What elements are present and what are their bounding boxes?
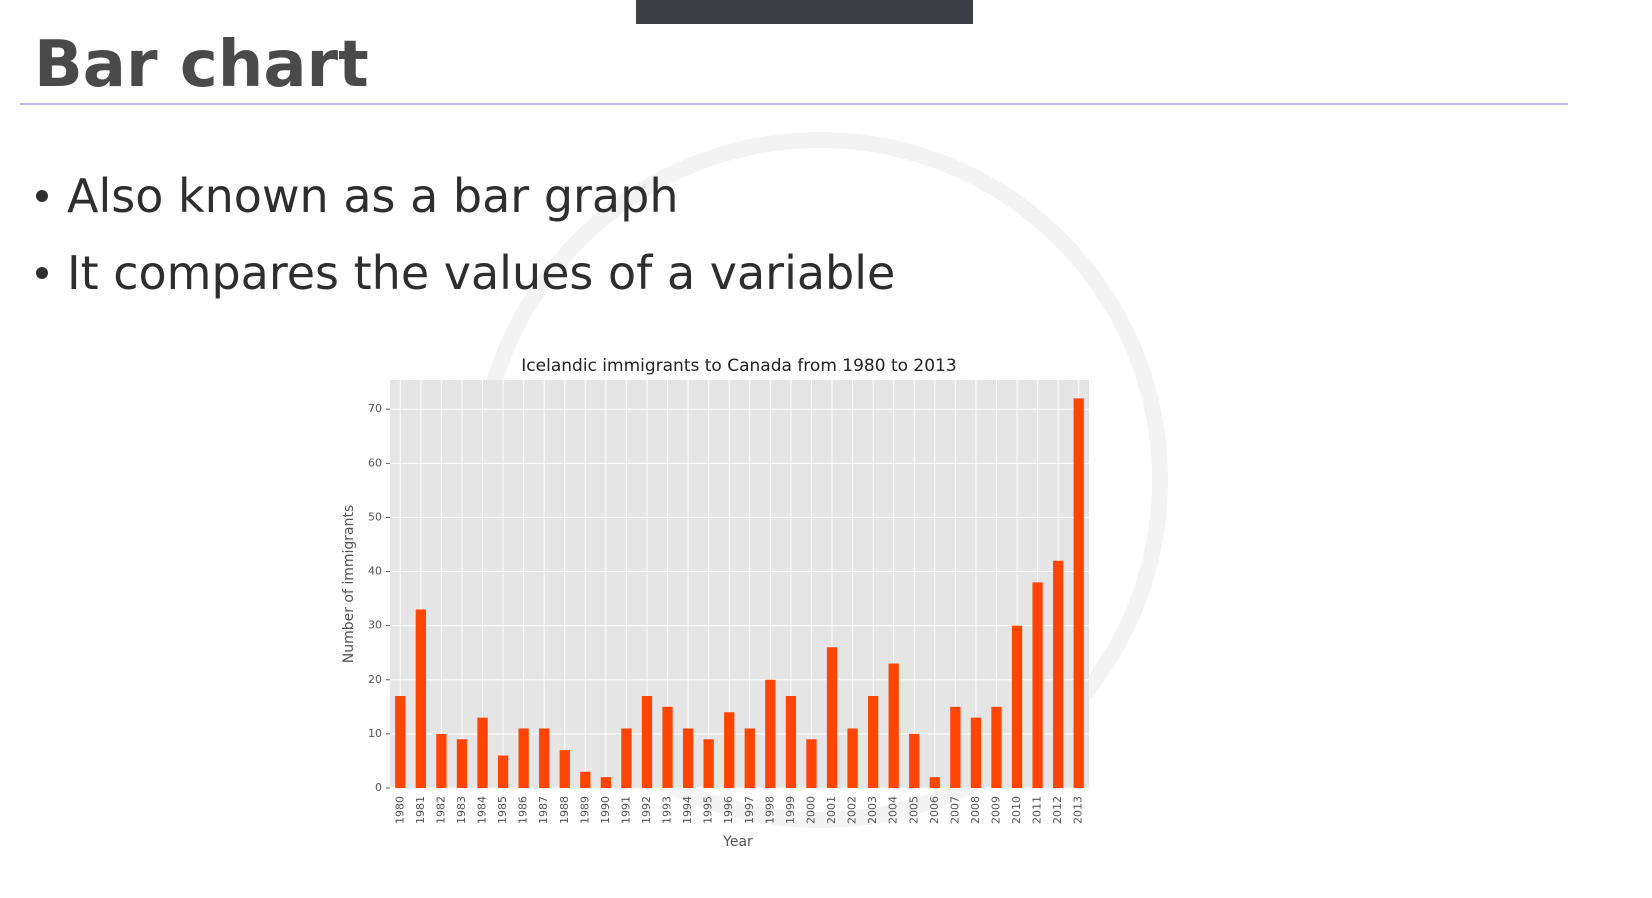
y-tick-label: 50 — [368, 510, 382, 523]
x-tick-label: 1999 — [784, 796, 797, 824]
x-tick-label: 1988 — [558, 796, 571, 824]
bar — [1032, 582, 1043, 788]
x-axis-label: Year — [722, 834, 753, 850]
x-tick-label: 1987 — [537, 796, 550, 824]
x-tick-label: 1986 — [517, 796, 530, 824]
bullet-dot — [36, 190, 48, 202]
chart-title: Icelandic immigrants to Canada from 1980… — [521, 356, 956, 376]
bar — [806, 739, 817, 788]
bar — [621, 728, 632, 788]
bar — [662, 706, 673, 788]
x-tick-label: 1993 — [661, 796, 674, 824]
y-tick-label: 0 — [375, 781, 382, 794]
y-tick-label: 30 — [368, 619, 382, 632]
fullscreen-banner — [636, 0, 973, 24]
bar — [1073, 398, 1084, 788]
x-tick-label: 2011 — [1031, 796, 1044, 824]
bar — [600, 777, 612, 788]
x-tick-label: 1998 — [763, 796, 776, 824]
x-tick-label: 2004 — [887, 796, 900, 824]
x-tick-label: 2010 — [1010, 796, 1023, 824]
y-tick-label: 20 — [368, 673, 382, 686]
x-tick-label: 2013 — [1072, 796, 1085, 824]
y-tick-label: 70 — [368, 402, 382, 415]
bar — [641, 696, 653, 788]
bar — [395, 696, 406, 788]
bar — [970, 717, 982, 788]
x-tick-label: 1982 — [434, 796, 447, 824]
bar — [436, 733, 447, 788]
x-tick-label: 1995 — [702, 796, 715, 824]
bar — [682, 728, 694, 788]
bar — [909, 733, 920, 788]
x-tick-label: 2007 — [948, 796, 961, 824]
bar — [477, 717, 488, 788]
bar — [826, 647, 838, 788]
x-tick-label: 2000 — [804, 796, 817, 824]
x-tick-label: 1984 — [476, 796, 489, 824]
bar — [497, 755, 509, 788]
x-tick-label: 2003 — [866, 796, 879, 824]
bar — [456, 739, 468, 788]
x-tick-label: 2001 — [825, 796, 838, 824]
x-tick-label: 2009 — [989, 796, 1002, 824]
bullet-dot — [36, 267, 48, 279]
bullet-text: Also known as a bar graph — [67, 169, 678, 223]
bar — [744, 728, 755, 788]
bar — [847, 728, 858, 788]
bar — [991, 706, 1002, 788]
bar — [539, 728, 550, 788]
x-tick-label: 2012 — [1051, 796, 1064, 824]
y-tick-label: 40 — [368, 565, 382, 578]
x-tick-label: 1980 — [393, 796, 406, 824]
bar — [867, 696, 879, 788]
x-tick-label: 1997 — [743, 796, 756, 824]
x-tick-label: 1994 — [681, 796, 694, 824]
bullet-text: It compares the values of a variable — [67, 246, 895, 300]
x-tick-label: 2005 — [907, 796, 920, 824]
slide-title: Bar chart — [34, 28, 369, 102]
plot-area — [390, 380, 1089, 788]
bar — [950, 706, 961, 788]
y-tick-label: 60 — [368, 456, 382, 469]
bar — [580, 771, 591, 788]
x-tick-label: 1981 — [414, 796, 427, 824]
y-axis-label: Number of immigrants — [341, 505, 357, 664]
x-tick-label: 1985 — [496, 796, 509, 824]
bar — [785, 696, 797, 788]
bar — [1011, 625, 1023, 788]
x-tick-label: 1991 — [619, 796, 632, 824]
bar — [765, 679, 776, 788]
bar — [415, 609, 426, 788]
x-tick-label: 2002 — [846, 796, 859, 824]
bar — [518, 728, 529, 788]
x-tick-label: 1996 — [722, 796, 735, 824]
x-tick-label: 1990 — [599, 796, 612, 824]
bar — [888, 663, 899, 788]
y-tick-label: 10 — [368, 727, 382, 740]
bar — [929, 777, 940, 788]
bar — [1053, 560, 1064, 788]
chart: Icelandic immigrants to Canada from 1980… — [341, 356, 1089, 850]
bar — [724, 712, 735, 788]
bar — [703, 739, 714, 788]
x-tick-label: 2008 — [969, 796, 982, 824]
bar — [559, 750, 570, 788]
x-tick-label: 1989 — [578, 796, 591, 824]
x-tick-label: 1983 — [455, 796, 468, 824]
x-tick-label: 2006 — [928, 796, 941, 824]
x-tick-label: 1992 — [640, 796, 653, 824]
